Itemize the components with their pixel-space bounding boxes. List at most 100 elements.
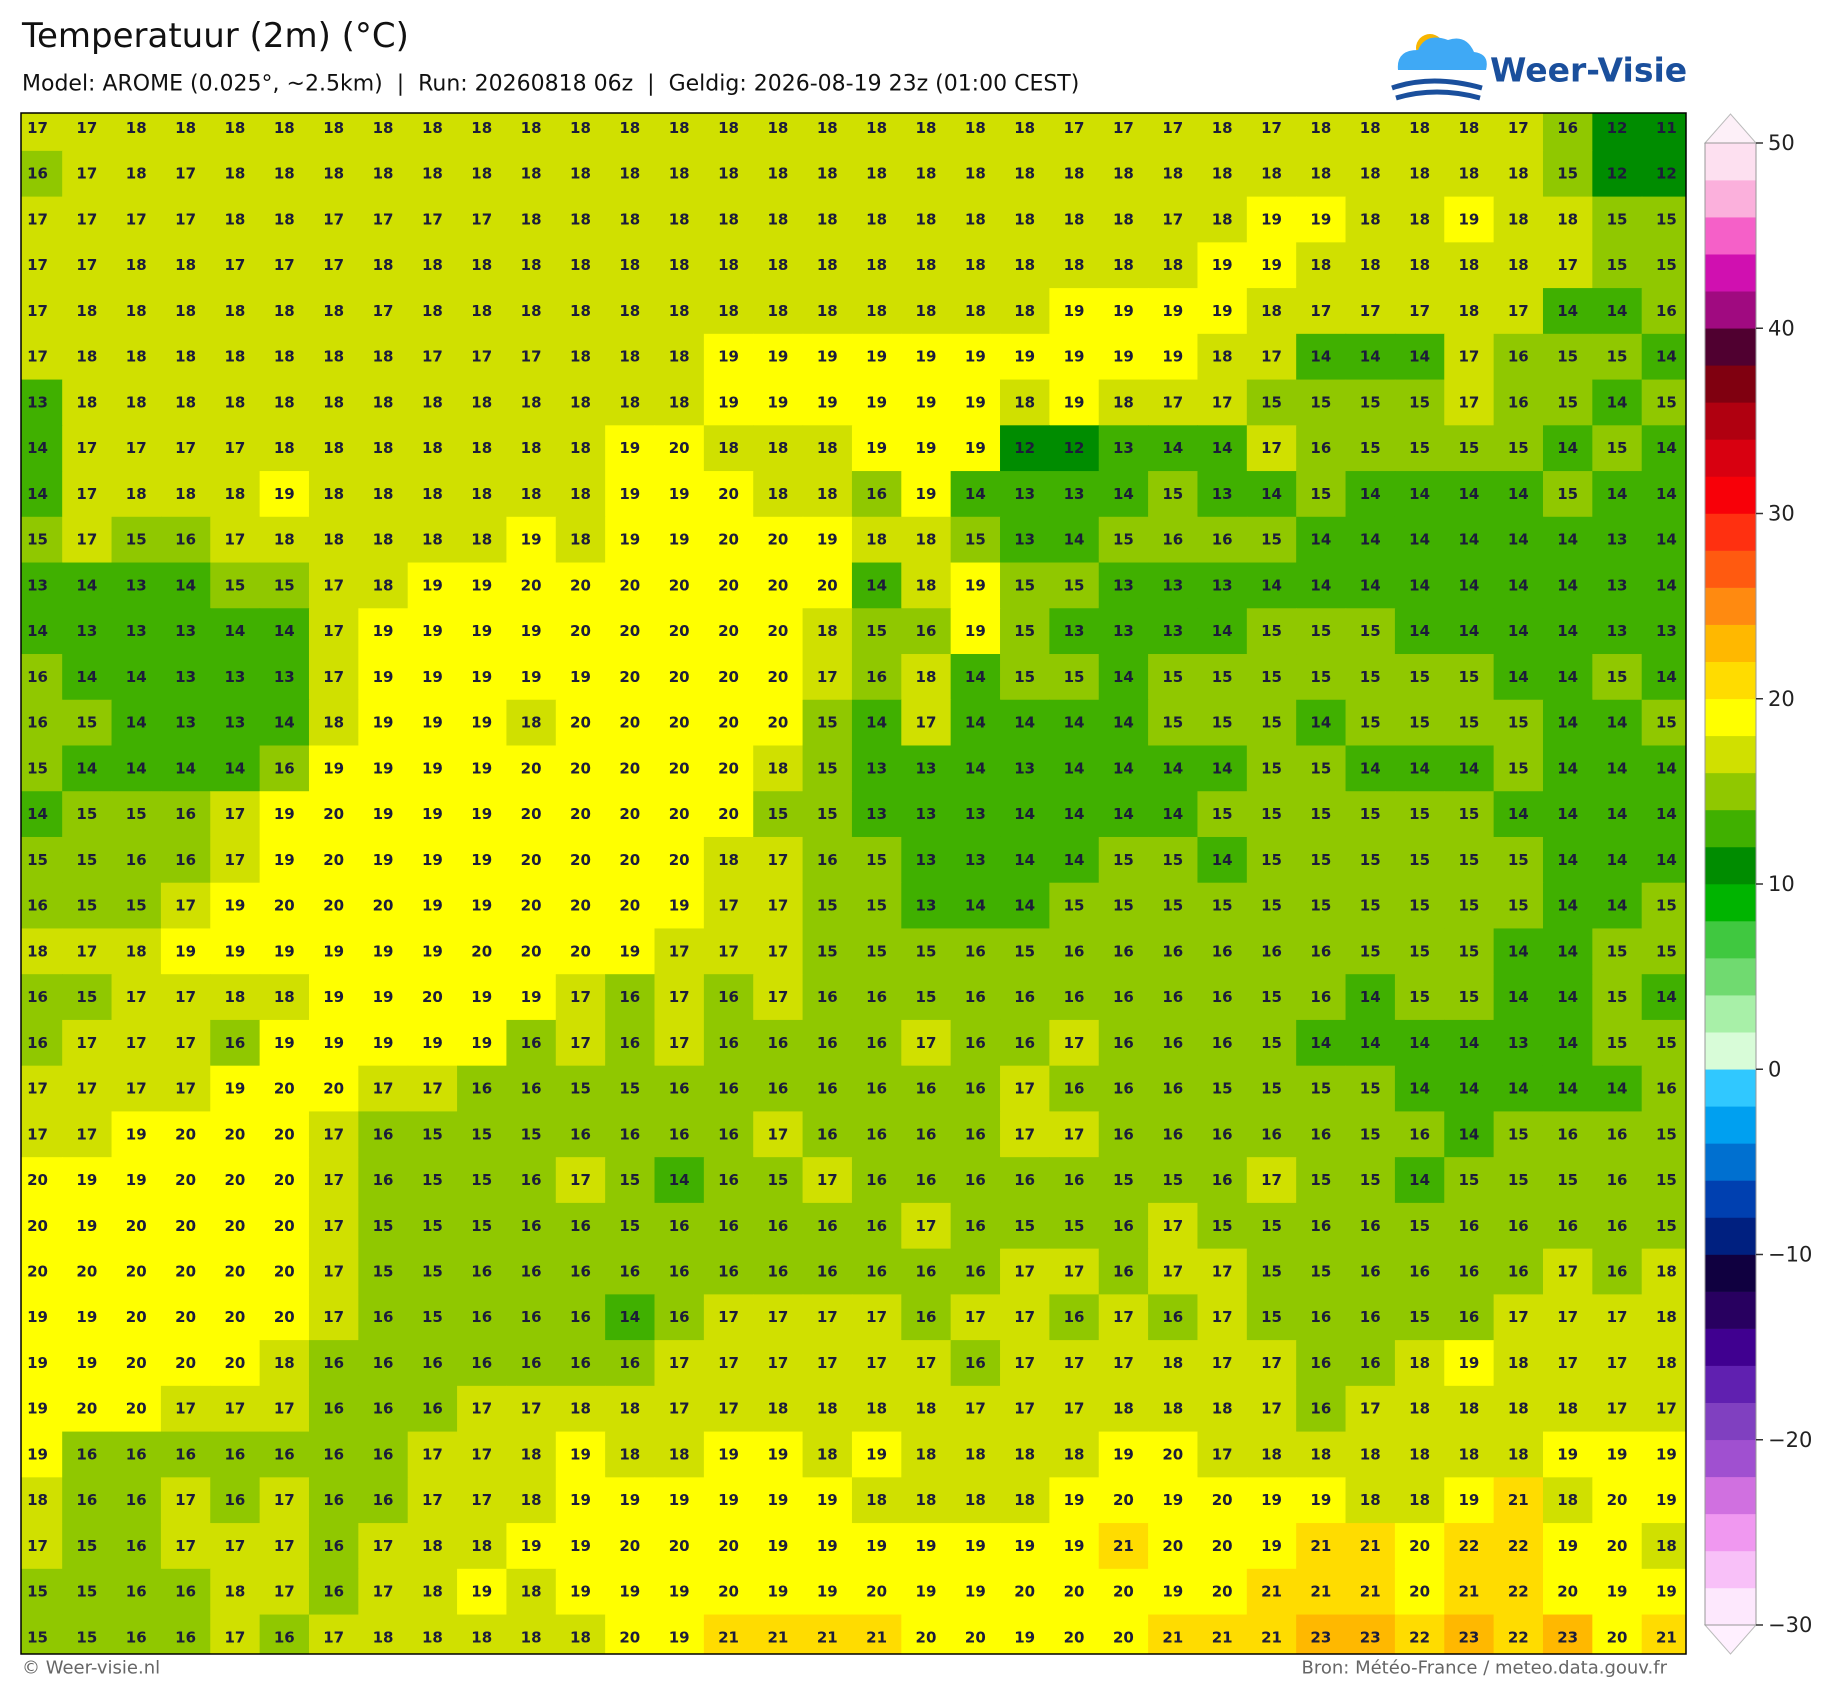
cell-value: 17 <box>76 1125 97 1143</box>
cell-value: 18 <box>570 348 591 366</box>
cell-value: 20 <box>274 1171 295 1189</box>
cell-value: 15 <box>1064 576 1085 594</box>
cell-value: 14 <box>1212 439 1233 457</box>
cell-value: 14 <box>126 759 147 777</box>
cell-value: 15 <box>1310 851 1331 869</box>
cell-value: 16 <box>1409 1263 1430 1281</box>
cell-value: 16 <box>521 1217 542 1235</box>
cell <box>1592 242 1643 289</box>
cell-value: 14 <box>1607 714 1628 732</box>
cell-value: 15 <box>767 805 788 823</box>
cell-value: 18 <box>274 119 295 137</box>
cell <box>259 791 310 838</box>
cell-value: 15 <box>126 805 147 823</box>
cell <box>1000 196 1050 243</box>
cell-value: 18 <box>669 302 690 320</box>
cell <box>457 882 508 930</box>
cell-value: 18 <box>916 302 937 320</box>
colorbar-segment <box>1705 995 1756 1033</box>
cell-value: 18 <box>767 1400 788 1418</box>
cell-value: 14 <box>1557 851 1578 869</box>
cell <box>1296 1340 1347 1387</box>
cell <box>851 113 902 152</box>
cell-value: 20 <box>225 1308 246 1326</box>
cell-value: 16 <box>1261 942 1282 960</box>
cell-value: 14 <box>1508 988 1529 1006</box>
cell-value: 16 <box>1014 1171 1035 1189</box>
cell <box>1000 654 1050 701</box>
cell-value: 18 <box>570 393 591 411</box>
cell-value: 20 <box>619 851 640 869</box>
cell <box>851 1294 902 1341</box>
cell-value: 17 <box>1557 1354 1578 1372</box>
cell <box>358 745 409 792</box>
cell-value: 15 <box>1656 1171 1677 1189</box>
cell-value: 18 <box>916 531 937 549</box>
cell <box>1098 882 1149 930</box>
cell-value: 16 <box>274 1628 295 1646</box>
colorbar-tick-label: 10 <box>1768 872 1795 896</box>
cell <box>407 471 458 518</box>
cell <box>1000 1065 1050 1113</box>
cell <box>555 1294 606 1341</box>
cell-value: 20 <box>126 1263 147 1281</box>
cell-value: 17 <box>76 256 97 274</box>
cell-value: 19 <box>1261 1537 1282 1555</box>
cell <box>21 333 63 381</box>
cell-value: 16 <box>521 1080 542 1098</box>
cell-value: 15 <box>1310 897 1331 915</box>
cell <box>160 288 211 335</box>
colorbar-segment <box>1705 1069 1756 1107</box>
cell-value: 18 <box>866 531 887 549</box>
cell-value: 14 <box>1459 485 1480 503</box>
cell <box>210 1157 261 1204</box>
cell-value: 18 <box>1656 1354 1677 1372</box>
cell <box>1444 1340 1495 1387</box>
cell <box>1246 1111 1297 1158</box>
cell-value: 13 <box>1162 576 1183 594</box>
cell-value: 15 <box>1212 1080 1233 1098</box>
cell-value: 18 <box>471 256 492 274</box>
cell-value: 20 <box>521 805 542 823</box>
cell <box>654 516 705 564</box>
cell-value: 16 <box>373 1354 394 1372</box>
cell <box>210 379 261 426</box>
cell-value: 22 <box>1508 1537 1529 1555</box>
cell-value: 17 <box>175 1491 196 1509</box>
cell <box>358 288 409 335</box>
cell-value: 17 <box>225 851 246 869</box>
cell <box>111 1294 162 1341</box>
cell-value: 15 <box>1508 439 1529 457</box>
cell <box>1493 196 1544 243</box>
cell-value: 20 <box>1409 1537 1430 1555</box>
cell-value: 15 <box>1064 668 1085 686</box>
cell-value: 18 <box>1113 210 1134 228</box>
cell-value: 15 <box>1607 942 1628 960</box>
cell-value: 19 <box>422 714 443 732</box>
colorbar-segment <box>1705 884 1756 922</box>
cell <box>703 791 754 838</box>
cell-value: 14 <box>1557 576 1578 594</box>
colorbar-extend-bottom <box>1703 1624 1758 1655</box>
cell-value: 18 <box>1459 302 1480 320</box>
cell-value: 14 <box>1557 1034 1578 1052</box>
cell <box>1493 288 1544 335</box>
cell-value: 18 <box>1508 165 1529 183</box>
cell-value: 17 <box>175 1080 196 1098</box>
cell-value: 14 <box>1360 531 1381 549</box>
cell <box>1542 836 1593 884</box>
cell <box>1197 113 1248 152</box>
cell-value: 16 <box>1557 119 1578 137</box>
cell <box>1641 425 1686 472</box>
cell <box>1296 1157 1347 1204</box>
cell-value: 19 <box>1212 256 1233 274</box>
cell-value: 19 <box>669 485 690 503</box>
cell <box>1197 1294 1248 1341</box>
cell-value: 21 <box>1261 1628 1282 1646</box>
cell-value: 16 <box>619 988 640 1006</box>
cell <box>62 791 113 838</box>
cell <box>1246 699 1297 747</box>
cell-value: 17 <box>1014 1308 1035 1326</box>
cell <box>605 836 656 884</box>
cell <box>1098 1019 1149 1067</box>
